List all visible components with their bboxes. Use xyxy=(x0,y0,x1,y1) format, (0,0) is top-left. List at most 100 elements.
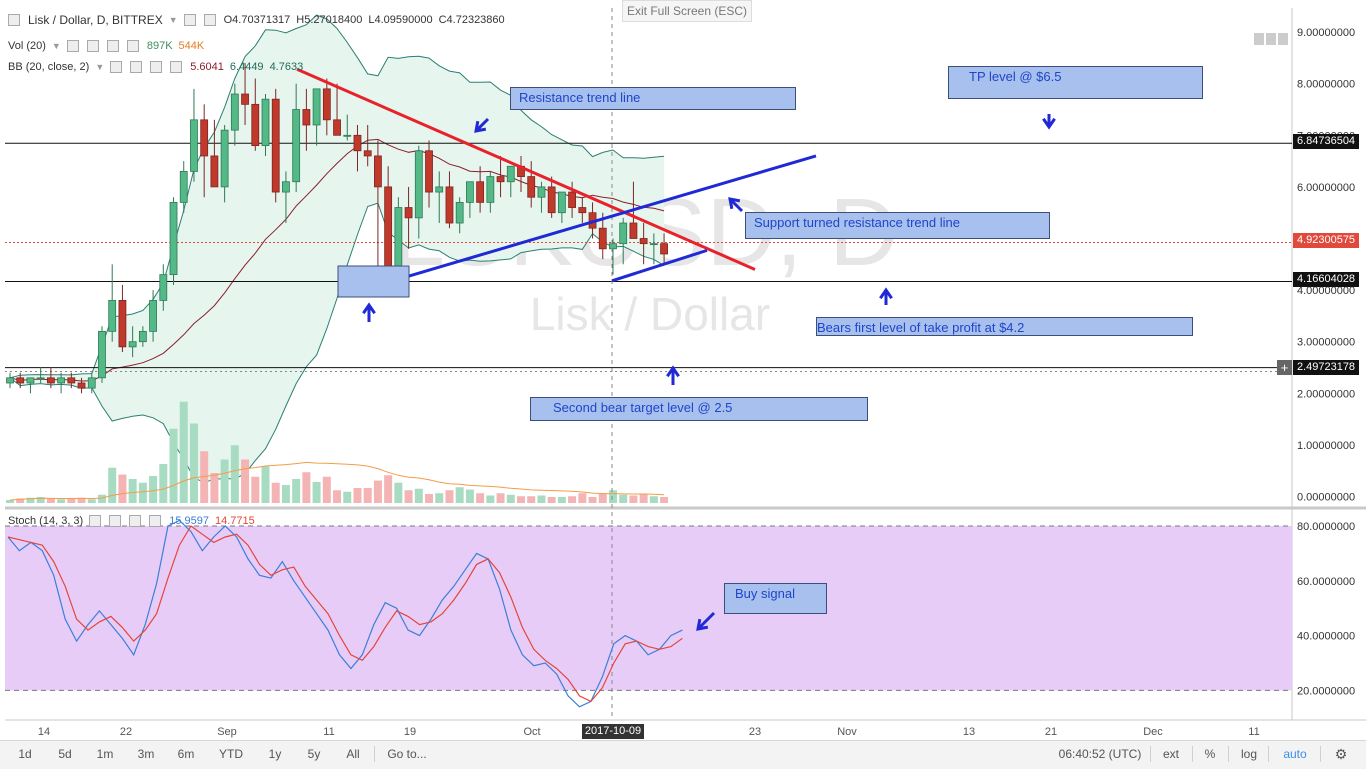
eye-icon[interactable] xyxy=(66,40,79,52)
volume-bar xyxy=(537,495,546,503)
time-axis-label: 22 xyxy=(120,726,132,738)
exit-fullscreen-button[interactable]: Exit Full Screen (ESC) xyxy=(622,0,752,22)
timeframe-all[interactable]: All xyxy=(346,747,360,761)
chevron-down-icon[interactable]: ▼ xyxy=(168,15,178,25)
candle-body xyxy=(312,88,321,126)
bb-label[interactable]: BB (20, close, 2) xyxy=(8,61,90,73)
plus-icon[interactable] xyxy=(129,515,142,527)
timeframe-1m[interactable]: 1m xyxy=(96,747,114,761)
eye-icon[interactable] xyxy=(110,61,123,73)
annotation-support-turned-resistance[interactable]: Support turned resistance trend line xyxy=(745,212,1050,239)
settings-icon[interactable] xyxy=(183,14,196,26)
bottom-toolbar: 1d 5d 1m 3m 6m YTD 1y 5y All Go to... 06… xyxy=(0,740,1366,769)
volume-bar xyxy=(455,487,464,503)
volume-bar xyxy=(241,459,250,503)
candle-body xyxy=(169,201,178,276)
gear-icon[interactable] xyxy=(109,515,122,527)
chevron-down-icon[interactable]: ▼ xyxy=(51,41,61,51)
goto-date-button[interactable]: Go to... xyxy=(387,747,427,761)
crosshair-date-label: 2017-10-09 xyxy=(582,724,644,739)
time-axis-label: Dec xyxy=(1143,726,1163,738)
compare-icon[interactable] xyxy=(203,14,216,26)
arrow-up-icon-head xyxy=(879,287,893,300)
eye-icon[interactable] xyxy=(89,515,102,527)
timeframe-ytd[interactable]: YTD xyxy=(219,747,243,761)
candle-body xyxy=(200,119,209,157)
price-axis-label: 6.00000000 xyxy=(1297,182,1355,194)
gear-icon[interactable] xyxy=(130,61,143,73)
volume-bar xyxy=(200,451,209,503)
bollinger-lower xyxy=(9,202,665,483)
volume-bar xyxy=(486,495,495,503)
volume-bar xyxy=(97,494,106,503)
stoch-label[interactable]: Stoch (14, 3, 3) xyxy=(8,515,84,527)
toggle-percent-scale[interactable]: % xyxy=(1204,747,1216,761)
volume-bar xyxy=(649,496,658,503)
volume-bar xyxy=(496,493,505,503)
volume-bar xyxy=(608,490,617,503)
resistance-trend-line xyxy=(296,67,756,271)
plus-icon[interactable] xyxy=(150,61,163,73)
maximize-icon[interactable] xyxy=(1278,33,1288,45)
toggle-log-scale[interactable]: log xyxy=(1240,747,1257,761)
annotation-bears-first-tp[interactable]: Bears first level of take profit at $4.2 xyxy=(816,317,1193,336)
timeframe-6m[interactable]: 6m xyxy=(177,747,195,761)
volume-bar xyxy=(527,496,536,503)
volume-bar xyxy=(118,474,127,503)
close-icon[interactable] xyxy=(170,61,183,73)
annotation-resistance-trend[interactable]: Resistance trend line xyxy=(510,87,796,110)
volume-bar xyxy=(292,479,301,503)
volume-bar xyxy=(46,498,55,503)
candle-body xyxy=(118,300,127,348)
close-icon[interactable] xyxy=(149,515,162,527)
stoch-axis-label: 40.0000000 xyxy=(1297,631,1355,643)
candle-body xyxy=(343,134,352,137)
annotation-second-bear-target[interactable]: Second bear target level @ 2.5 xyxy=(530,397,868,421)
volume-bar xyxy=(36,497,45,503)
candle-body xyxy=(87,377,96,389)
volume-bar xyxy=(210,473,219,503)
volume-bar xyxy=(517,496,525,503)
timeframe-5d[interactable]: 5d xyxy=(58,747,72,761)
volume-bar xyxy=(108,467,117,503)
candle-body xyxy=(568,191,576,208)
symbol-title[interactable]: Lisk / Dollar, D, BITTREX xyxy=(28,13,163,27)
gear-icon[interactable] xyxy=(86,40,99,52)
timeframe-5y[interactable]: 5y xyxy=(307,747,321,761)
candle-body xyxy=(353,134,362,152)
volume-bar xyxy=(414,488,423,503)
volume-label[interactable]: Vol (20) xyxy=(8,40,46,52)
candle-body xyxy=(16,377,25,384)
chevron-down-icon[interactable]: ▼ xyxy=(95,62,105,72)
price-tag-upper-level: 6.84736504 xyxy=(1293,134,1359,149)
close-icon[interactable] xyxy=(126,40,139,52)
candle-body xyxy=(639,238,648,245)
utc-clock[interactable]: 06:40:52 (UTC) xyxy=(1058,747,1142,761)
timeframe-1y[interactable]: 1y xyxy=(268,747,282,761)
annotation-tp-level[interactable]: TP level @ $6.5 xyxy=(948,66,1203,99)
plus-icon[interactable] xyxy=(106,40,119,52)
volume-bar xyxy=(230,445,239,503)
timeframe-3m[interactable]: 3m xyxy=(137,747,155,761)
toggle-extended-hours[interactable]: ext xyxy=(1162,747,1179,761)
arrow-down-icon[interactable] xyxy=(1254,33,1264,45)
candle-body xyxy=(179,171,188,203)
candle-body xyxy=(649,243,658,246)
arrow-up-left-icon-head xyxy=(728,197,741,210)
collapse-icon[interactable] xyxy=(8,14,20,26)
annotation-buy-signal[interactable]: Buy signal xyxy=(724,583,827,614)
candle-body xyxy=(210,155,219,188)
arrow-up-icon[interactable] xyxy=(1266,33,1276,45)
candle-body xyxy=(241,93,249,105)
gear-icon[interactable]: ⚙ xyxy=(1334,746,1348,762)
stoch-value-k: 15.9597 xyxy=(169,515,209,527)
timeframe-1d[interactable]: 1d xyxy=(18,747,32,761)
candle-body xyxy=(261,98,270,147)
candle-body xyxy=(108,300,117,332)
add-level-button[interactable]: + xyxy=(1277,360,1292,375)
candle-body xyxy=(435,186,444,193)
toggle-auto-scale[interactable]: auto xyxy=(1283,747,1307,761)
price-axis-label: 0.00000000 xyxy=(1297,492,1355,504)
candle-body xyxy=(404,207,413,219)
